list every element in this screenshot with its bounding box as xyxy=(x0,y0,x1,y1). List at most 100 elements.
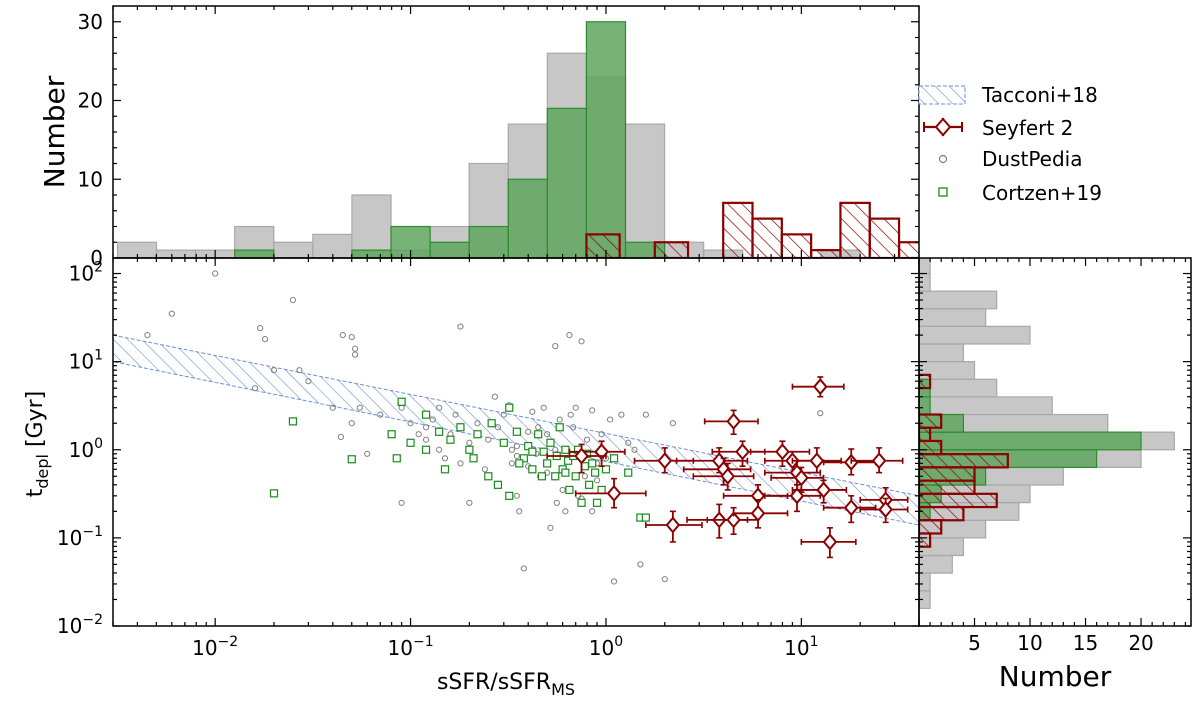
cortzen-point-10 xyxy=(440,465,450,474)
cortzen-point-27 xyxy=(539,447,548,456)
cortzen-point-15 xyxy=(473,430,482,439)
top-hist-bar-dustpedia-1 xyxy=(155,249,197,258)
seyfert-point-1 xyxy=(546,443,607,474)
cortzen-point-35 xyxy=(563,456,573,465)
dustpedia-point-22 xyxy=(422,424,430,431)
seyfert-point-25 xyxy=(850,447,904,474)
seyfert-marker-2 xyxy=(606,484,622,502)
top-ytick-label-1: 10 xyxy=(78,167,103,191)
cortzen-point-52 xyxy=(641,513,650,522)
cortzen-point-54 xyxy=(515,459,524,468)
dustpedia-point-7 xyxy=(289,296,297,304)
seyfert-point-22 xyxy=(800,527,857,559)
seyfert-point-18 xyxy=(764,484,822,513)
dustpedia-point-94 xyxy=(513,452,520,460)
main-xtick-label-0-exp: −2 xyxy=(218,634,239,650)
dustpedia-point-29 xyxy=(466,439,473,446)
legend-label-cortzen: Cortzen+19 xyxy=(982,181,1102,205)
main-xtick-label-0-base: 10 xyxy=(192,636,217,660)
seyfert-marker-22 xyxy=(822,533,838,551)
dustpedia-point-23 xyxy=(429,416,436,423)
main-xtick-label-2-exp: 0 xyxy=(614,634,623,650)
cortzen-point-45 xyxy=(591,468,600,477)
dustpedia-point-72 xyxy=(817,410,824,417)
main-ytick-label-3-base: 10 xyxy=(69,350,94,374)
dustpedia-point-54 xyxy=(570,424,577,431)
legend-swatch-tacconi xyxy=(918,85,966,105)
main-ytick-label-4-exp: 2 xyxy=(94,260,103,276)
dustpedia-point-4 xyxy=(261,336,269,343)
cortzen-point-13 xyxy=(465,445,474,454)
dustpedia-point-35 xyxy=(500,411,507,418)
top-hist-bar-dustpedia-6 xyxy=(351,194,392,258)
dustpedia-point-12 xyxy=(339,332,346,339)
dustpedia-point-21 xyxy=(415,431,422,438)
cortzen-point-49 xyxy=(609,454,619,463)
seyfert-marker-14 xyxy=(775,443,790,461)
dustpedia-point-25 xyxy=(441,455,449,462)
dustpedia-point-81 xyxy=(593,477,601,484)
main-ytick-label-3-exp: 1 xyxy=(94,348,103,364)
dustpedia-point-15 xyxy=(351,345,359,352)
dustpedia-point-68 xyxy=(637,561,644,568)
scatter-plot xyxy=(113,270,919,585)
right-xtick-label-3: 20 xyxy=(1128,631,1153,655)
dustpedia-point-60 xyxy=(589,508,596,515)
seyfert-marker-20 xyxy=(812,378,828,396)
right-hist-bar-seyfert-2-4 xyxy=(919,479,976,495)
right-hist-bar-cortzen-19-6 xyxy=(919,396,931,416)
main-ytick-label-3: 101 xyxy=(69,348,103,374)
dustpedia-point-91 xyxy=(572,404,579,411)
x-label-sub: MS xyxy=(551,680,575,699)
legend: Tacconi+18 Seyfert 2 DustPedia Cortzen+1… xyxy=(918,83,1102,205)
cortzen-point-0 xyxy=(269,489,279,498)
legend-label-tacconi: Tacconi+18 xyxy=(981,83,1098,107)
main-ytick-label-2-exp: 0 xyxy=(94,436,103,452)
right-hist-bar-seyfert-2-9 xyxy=(919,413,943,429)
dustpedia-point-82 xyxy=(422,436,430,443)
y-label-sub: depl xyxy=(33,454,52,489)
dustpedia-point-83 xyxy=(513,443,520,450)
legend-label-seyfert: Seyfert 2 xyxy=(982,116,1073,140)
right-axes-frame xyxy=(918,257,1192,627)
main-y-axis-label: tdepl [Gyr] xyxy=(23,391,52,498)
cortzen-point-5 xyxy=(397,397,406,406)
dustpedia-point-67 xyxy=(625,439,632,446)
dustpedia-point-90 xyxy=(631,446,638,453)
seyfert-marker-17 xyxy=(794,469,809,487)
main-ytick-label-4-base: 10 xyxy=(69,262,94,286)
main-xtick-label-3-base: 10 xyxy=(784,636,809,660)
dustpedia-point-42 xyxy=(529,408,536,415)
main-ytick-label-1: 10−1 xyxy=(57,524,103,550)
top-hist-bar-seyfert-2-8 xyxy=(897,241,919,258)
dustpedia-point-65 xyxy=(610,578,618,585)
top-hist-bar-cortzen-19-6 xyxy=(546,107,588,258)
top-hist-bar-dustpedia-13 xyxy=(624,123,666,258)
top-hist-bar-cortzen-19-5 xyxy=(507,178,548,258)
legend-marker-dustpedia xyxy=(938,154,948,164)
dustpedia-point-57 xyxy=(578,338,585,345)
dustpedia-point-0 xyxy=(144,332,151,339)
top-y-axis-label: Number xyxy=(38,75,71,188)
main-ytick-label-2: 100 xyxy=(69,436,103,462)
cortzen-point-44 xyxy=(588,459,597,468)
top-histogram xyxy=(116,21,919,258)
dustpedia-point-41 xyxy=(525,428,532,435)
top-hist-bar-cortzen-19-3 xyxy=(429,241,470,258)
main-xtick-label-0: 10−2 xyxy=(192,634,238,660)
main-xtick-label-1-exp: −1 xyxy=(413,634,434,650)
dustpedia-point-69 xyxy=(642,411,649,418)
top-hist-bar-cortzen-19-7 xyxy=(585,21,627,258)
seyfert-marker-24 xyxy=(843,499,859,517)
cortzen-point-25 xyxy=(528,465,537,474)
dustpedia-point-40 xyxy=(520,565,527,572)
main-ytick-label-0: 10−2 xyxy=(57,612,103,638)
main-xtick-label-3-exp: 1 xyxy=(810,634,819,650)
dustpedia-point-37 xyxy=(508,446,515,453)
right-x-axis-label: Number xyxy=(999,660,1112,693)
cortzen-point-34 xyxy=(561,445,570,454)
dustpedia-point-16 xyxy=(356,404,363,411)
seyfert-marker-21 xyxy=(816,481,831,499)
